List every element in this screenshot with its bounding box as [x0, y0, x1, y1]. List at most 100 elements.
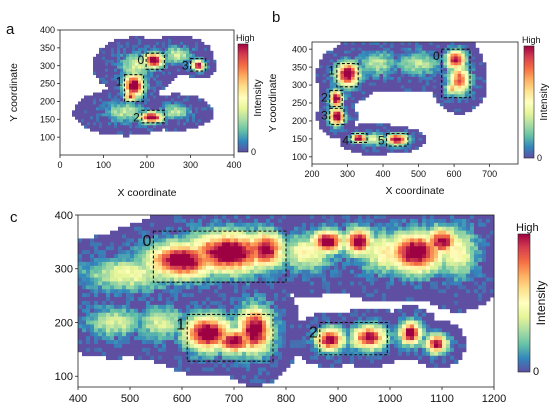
heatmap-cell: [458, 215, 463, 220]
heatmap-cell: [333, 50, 338, 55]
heatmap-cell: [430, 226, 435, 232]
heatmap-cell: [358, 312, 363, 318]
heatmap-cell: [362, 238, 367, 243]
heatmap-cell: [340, 56, 345, 60]
heatmap-cell: [314, 222, 319, 228]
heatmap-cell: [159, 44, 163, 49]
heatmap-cell: [372, 42, 377, 46]
heatmap-cell: [347, 76, 352, 81]
heatmap-cell: [274, 250, 279, 255]
heatmap-cell: [457, 79, 462, 84]
heatmap-cell: [138, 80, 142, 84]
heatmap-cell: [190, 254, 195, 259]
heatmap-cell: [411, 42, 416, 46]
heatmap-cell: [226, 238, 231, 243]
heatmap-cell: [434, 258, 439, 263]
heatmap-cell: [102, 98, 106, 102]
heatmap-cell: [166, 285, 171, 290]
heatmap-cell: [156, 122, 160, 126]
heatmap-cell: [195, 119, 199, 123]
heatmap-cell: [361, 59, 366, 63]
x-tick-label: 300: [183, 160, 198, 170]
heatmap-cell: [354, 261, 359, 267]
heatmap-cell: [347, 132, 352, 136]
heatmap-cell: [286, 261, 291, 267]
heatmap-cell: [368, 65, 373, 69]
heatmap-cell: [86, 246, 91, 251]
heatmap-cell: [347, 68, 352, 72]
heatmap-cell: [474, 258, 479, 263]
heatmap-cell: [210, 215, 215, 220]
heatmap-cell: [178, 304, 183, 310]
heatmap-cell: [390, 62, 395, 66]
heatmap-cell: [358, 62, 363, 66]
heatmap-cell: [478, 226, 483, 232]
heatmap-cell: [394, 281, 399, 286]
heatmap-cell: [207, 104, 211, 108]
heatmap-cell: [159, 56, 163, 61]
heatmap-cell: [354, 293, 359, 298]
heatmap-cell: [340, 59, 345, 63]
heatmap-cell: [266, 261, 271, 267]
heatmap-cell: [398, 226, 403, 232]
heatmap-cell: [354, 91, 359, 95]
heatmap-cell: [361, 68, 366, 72]
heatmap-cell: [374, 242, 379, 247]
x-tick-label: 700: [482, 169, 497, 179]
heatmap-cell: [382, 273, 387, 278]
heatmap-cell: [326, 108, 331, 113]
heatmap-cell: [135, 122, 139, 126]
heatmap-cell: [186, 289, 191, 294]
heatmap-cell: [117, 53, 121, 58]
heatmap-cell: [178, 277, 183, 282]
heatmap-cell: [142, 242, 147, 247]
heatmap-cell: [286, 246, 291, 251]
heatmap-cell: [438, 273, 443, 278]
heatmap-cell: [406, 234, 411, 239]
heatmap-cell: [214, 250, 219, 255]
heatmap-cell: [147, 125, 151, 129]
heatmap-cell: [94, 246, 99, 251]
heatmap-cell: [114, 316, 119, 321]
heatmap-cell: [350, 265, 355, 271]
heatmap-cell: [111, 125, 115, 129]
heatmap-cell: [334, 277, 339, 282]
heatmap-cell: [183, 47, 187, 52]
heatmap-cell: [90, 119, 94, 123]
heatmap-cell: [382, 258, 387, 263]
heatmap-cell: [135, 80, 139, 84]
heatmap-cell: [390, 88, 395, 92]
heatmap-cell: [443, 44, 448, 49]
heatmap-cell: [471, 105, 476, 110]
heatmap-cell: [254, 254, 259, 259]
heatmap-cell: [336, 103, 341, 107]
heatmap-cell: [347, 114, 352, 118]
heatmap-cell: [226, 250, 231, 255]
heatmap-cell: [262, 242, 267, 247]
heatmap-cell: [202, 297, 207, 302]
heatmap-cell: [270, 304, 275, 310]
heatmap-cell: [351, 56, 356, 60]
heatmap-cell: [126, 98, 130, 102]
heatmap-cell: [464, 62, 469, 66]
heatmap-cell: [126, 234, 131, 239]
heatmap-cell: [266, 293, 271, 298]
heatmap-cell: [129, 56, 133, 61]
heatmap-cell: [430, 285, 435, 290]
heatmap-cell: [286, 254, 291, 259]
heatmap-cell: [334, 285, 339, 290]
heatmap-cell: [333, 129, 338, 133]
heatmap-cell: [366, 234, 371, 239]
heatmap-cell: [171, 56, 175, 61]
heatmap-cell: [198, 226, 203, 232]
heatmap-cell: [138, 47, 142, 52]
heatmap-cell: [375, 82, 380, 86]
heatmap-cell: [446, 73, 451, 78]
heatmap-cell: [310, 293, 315, 298]
heatmap-cell: [146, 281, 151, 286]
heatmap-cell: [144, 71, 148, 76]
heatmap-cell: [162, 226, 167, 232]
heatmap-cell: [343, 50, 348, 55]
heatmap-cell: [294, 246, 299, 251]
heatmap-cell: [86, 304, 91, 310]
